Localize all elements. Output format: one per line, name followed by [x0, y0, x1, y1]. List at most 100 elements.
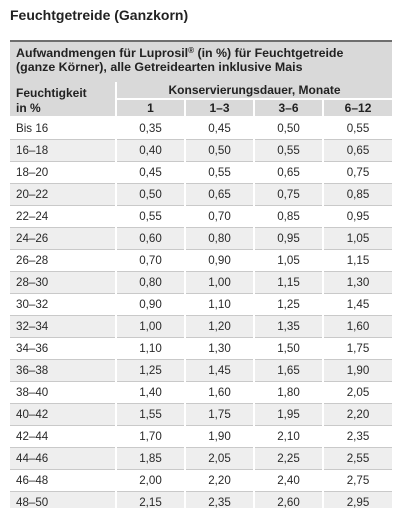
dosage-value-cell: 1,95	[254, 403, 324, 426]
dosage-value-cell: 1,15	[254, 271, 324, 294]
dosage-value-cell: 1,60	[323, 315, 393, 338]
dosage-value-cell: 2,20	[323, 403, 393, 426]
moisture-range-cell: 30–32	[10, 293, 117, 316]
dosage-value-cell: 1,25	[116, 359, 186, 382]
dosage-value-cell: 0,50	[254, 117, 324, 140]
dosage-value-cell: 1,30	[323, 271, 393, 294]
moisture-range-cell: Bis 16	[10, 117, 117, 140]
dosage-value-cell: 0,45	[116, 161, 186, 184]
dosage-value-cell: 2,55	[323, 447, 393, 470]
dosage-value-cell: 0,80	[116, 271, 186, 294]
table-row: 36–38 1,25 1,45 1,65 1,90	[10, 359, 393, 382]
dosage-value-cell: 1,25	[254, 293, 324, 316]
dosage-table: Feuchtigkeit in % Konservierungsdauer, M…	[10, 82, 393, 508]
dosage-value-cell: 0,65	[254, 161, 324, 184]
dosage-value-cell: 1,00	[185, 271, 255, 294]
table-row: 48–50 2,15 2,35 2,60 2,95	[10, 491, 393, 508]
dosage-value-cell: 2,60	[254, 491, 324, 508]
moisture-range-cell: 36–38	[10, 359, 117, 382]
dosage-value-cell: 0,55	[323, 117, 393, 140]
moisture-range-cell: 28–30	[10, 271, 117, 294]
months-header-row: 1 1–3 3–6 6–12	[10, 98, 393, 119]
dosage-value-cell: 2,10	[254, 425, 324, 448]
dosage-value-cell: 1,60	[185, 381, 255, 404]
moisture-range-cell: 42–44	[10, 425, 117, 448]
dosage-value-cell: 0,90	[116, 293, 186, 316]
moisture-column-header: Feuchtigkeit in %	[10, 82, 117, 118]
caption-line-1: Aufwandmengen für Luprosil® (in %) für F…	[16, 46, 386, 60]
dosage-value-cell: 1,20	[185, 315, 255, 338]
moisture-range-cell: 26–28	[10, 249, 117, 272]
moisture-range-cell: 44–46	[10, 447, 117, 470]
table-caption: Aufwandmengen für Luprosil® (in %) für F…	[10, 42, 392, 82]
dosage-value-cell: 1,15	[323, 249, 393, 272]
dosage-value-cell: 0,55	[185, 161, 255, 184]
dosage-value-cell: 0,70	[185, 205, 255, 228]
moisture-header-line-1: Feuchtigkeit	[16, 86, 87, 100]
dosage-value-cell: 1,75	[323, 337, 393, 360]
dosage-value-cell: 0,85	[323, 183, 393, 206]
dosage-value-cell: 1,50	[254, 337, 324, 360]
table-row: 34–36 1,10 1,30 1,50 1,75	[10, 337, 393, 360]
dosage-value-cell: 2,35	[323, 425, 393, 448]
dosage-value-cell: 1,00	[116, 315, 186, 338]
table-row: Bis 16 0,35 0,45 0,50 0,55	[10, 117, 393, 140]
table-row: 28–30 0,80 1,00 1,15 1,30	[10, 271, 393, 294]
dosage-value-cell: 1,10	[116, 337, 186, 360]
table-top-rule	[10, 40, 392, 42]
dosage-value-cell: 2,00	[116, 469, 186, 492]
dosage-value-cell: 0,95	[254, 227, 324, 250]
dosage-value-cell: 1,40	[116, 381, 186, 404]
month-header: 6–12	[323, 98, 393, 119]
moisture-range-cell: 38–40	[10, 381, 117, 404]
caption-line-1-start: Aufwandmengen für Luprosil	[16, 46, 189, 60]
dosage-value-cell: 2,15	[116, 491, 186, 508]
dosage-value-cell: 2,20	[185, 469, 255, 492]
table-row: 38–40 1,40 1,60 1,80 2,05	[10, 381, 393, 404]
month-header: 3–6	[254, 98, 324, 119]
table-row: 24–26 0,60 0,80 0,95 1,05	[10, 227, 393, 250]
dosage-value-cell: 1,70	[116, 425, 186, 448]
moisture-range-cell: 48–50	[10, 491, 117, 508]
dosage-value-cell: 1,35	[254, 315, 324, 338]
dosage-value-cell: 0,75	[254, 183, 324, 206]
table-row: 40–42 1,55 1,75 1,95 2,20	[10, 403, 393, 426]
dosage-value-cell: 1,45	[323, 293, 393, 316]
dosage-value-cell: 2,05	[185, 447, 255, 470]
dosage-value-cell: 1,75	[185, 403, 255, 426]
page-heading: Feuchtgetreide (Ganzkorn)	[10, 7, 189, 23]
dosage-value-cell: 2,35	[185, 491, 255, 508]
dosage-value-cell: 0,85	[254, 205, 324, 228]
dosage-value-cell: 2,75	[323, 469, 393, 492]
moisture-range-cell: 22–24	[10, 205, 117, 228]
dosage-value-cell: 0,50	[116, 183, 186, 206]
dosage-value-cell: 2,25	[254, 447, 324, 470]
table-row: 46–48 2,00 2,20 2,40 2,75	[10, 469, 393, 492]
dosage-value-cell: 0,55	[116, 205, 186, 228]
dosage-value-cell: 0,40	[116, 139, 186, 162]
moisture-range-cell: 34–36	[10, 337, 117, 360]
month-header: 1–3	[185, 98, 255, 119]
dosage-value-cell: 1,05	[254, 249, 324, 272]
registered-mark: ®	[188, 46, 194, 55]
caption-line-2: (ganze Körner), alle Getreidearten inklu…	[16, 60, 303, 74]
caption-line-1-end: (in %) für Feuchtgetreide	[194, 46, 344, 60]
dosage-value-cell: 2,40	[254, 469, 324, 492]
dosage-value-cell: 1,85	[116, 447, 186, 470]
moisture-range-cell: 32–34	[10, 315, 117, 338]
moisture-range-cell: 24–26	[10, 227, 117, 250]
table-row: 42–44 1,70 1,90 2,10 2,35	[10, 425, 393, 448]
dosage-value-cell: 1,55	[116, 403, 186, 426]
dosage-value-cell: 0,75	[323, 161, 393, 184]
moisture-range-cell: 16–18	[10, 139, 117, 162]
moisture-header-line-2: in %	[16, 101, 41, 115]
month-header: 1	[116, 98, 186, 119]
table-body: Bis 16 0,35 0,45 0,50 0,55 16–18 0,40 0,50 0,55 0…	[10, 117, 393, 508]
table-row: 32–34 1,00 1,20 1,35 1,60	[10, 315, 393, 338]
dosage-value-cell: 0,60	[116, 227, 186, 250]
dosage-value-cell: 0,35	[116, 117, 186, 140]
dosage-value-cell: 1,05	[323, 227, 393, 250]
dosage-value-cell: 2,05	[323, 381, 393, 404]
table-row: 18–20 0,45 0,55 0,65 0,75	[10, 161, 393, 184]
dosage-value-cell: 1,45	[185, 359, 255, 382]
